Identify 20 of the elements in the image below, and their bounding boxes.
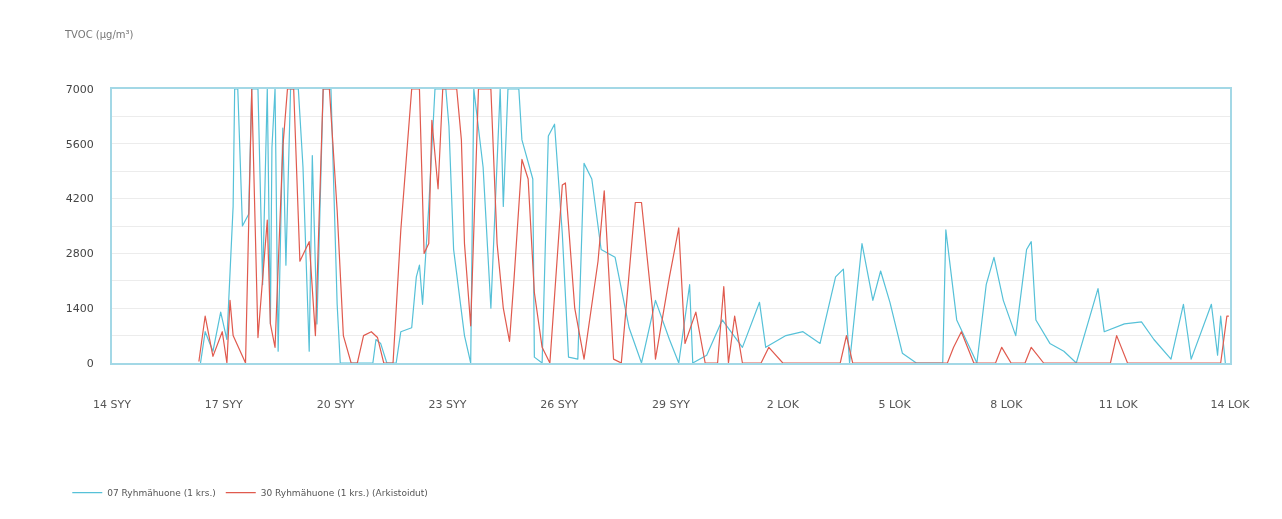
x-tick-label: 14 SYY [93,398,132,412]
x-tick-label: 26 SYY [540,398,579,412]
x-tick-label: 20 SYY [316,398,355,412]
x-tick-label: 17 SYY [204,398,244,412]
x-tick-label: 11 LOK [1098,398,1139,412]
y-axis-title: TVOC (µg/m³) [64,29,134,40]
x-tick-label: 23 SYY [428,398,467,412]
x-tick-label: 14 LOK [1210,398,1251,412]
legend-label: 30 Ryhmähuone (1 krs.) (Arkistoidut) [260,488,428,499]
y-tick-label: 1400 [65,302,94,316]
x-tick-label: 2 LOK [766,398,800,412]
x-tick-label: 8 LOK [990,398,1024,412]
legend-label: 07 Ryhmähuone (1 krs.) [107,488,216,499]
y-tick-label: 4200 [65,192,94,206]
x-tick-label: 5 LOK [878,398,912,412]
y-tick-label: 7000 [65,82,94,96]
y-tick-label: 5600 [65,137,94,151]
y-tick-label: 0 [86,356,94,370]
y-tick-label: 2800 [65,247,94,261]
x-tick-label: 29 SYY [652,398,691,412]
